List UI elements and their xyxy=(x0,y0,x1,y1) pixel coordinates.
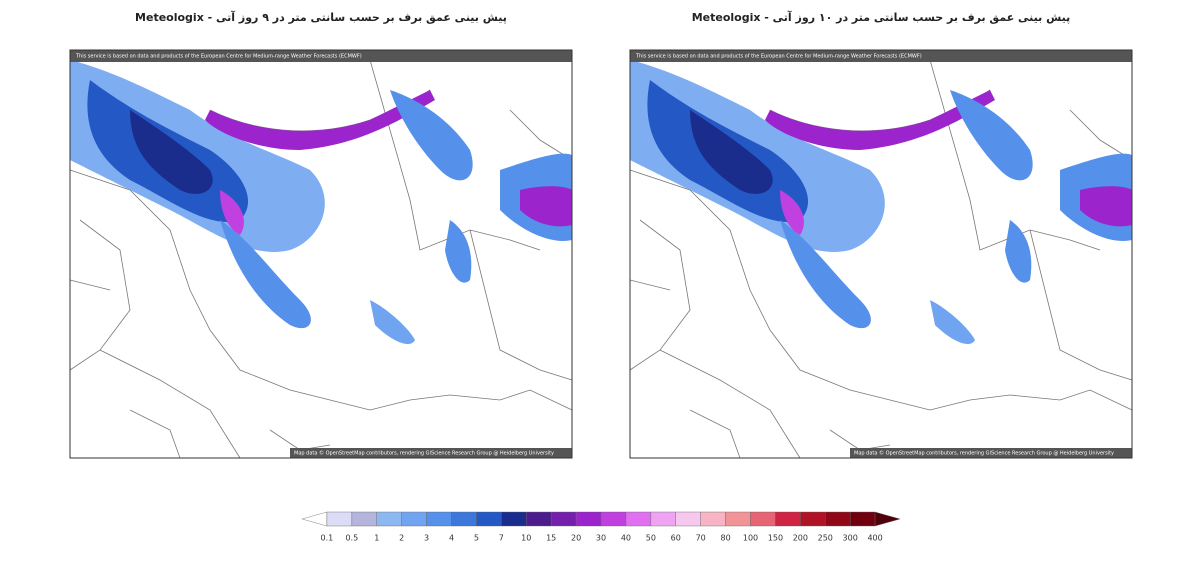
attribution: This service is based on data and produc… xyxy=(635,54,922,60)
color-swatch xyxy=(501,511,527,527)
color-swatch xyxy=(550,511,577,527)
colorbar-label: 15 xyxy=(546,534,556,543)
color-swatch xyxy=(874,511,901,527)
colorbar-label: 80 xyxy=(720,534,730,543)
colorbar-label: 10 xyxy=(521,534,531,543)
map-image xyxy=(70,50,572,458)
map-title: پیش بینی عمق برف بر حسب سانتی متر در ۹ ر… xyxy=(135,10,507,24)
map-panel: پیش بینی عمق برف بر حسب سانتی متر در ۹ ر… xyxy=(70,10,572,458)
color-swatch xyxy=(426,511,452,527)
colorbar-label: 7 xyxy=(499,534,504,543)
color-swatch xyxy=(401,511,427,527)
attribution: Map data © OpenStreetMap contributors, r… xyxy=(294,450,554,457)
colorbar-label: 250 xyxy=(818,534,833,543)
colorbar-label: 5 xyxy=(474,534,479,543)
colorbar-label: 0.5 xyxy=(345,534,358,543)
colorbar-label: 50 xyxy=(646,534,656,543)
attribution: This service is based on data and produc… xyxy=(75,54,362,60)
color-swatch xyxy=(775,511,801,527)
color-swatch xyxy=(451,511,477,527)
map-title: پیش بینی عمق برف بر حسب سانتی متر در ۱۰ … xyxy=(692,10,1071,24)
colorbar-label: 100 xyxy=(743,534,758,543)
color-swatch xyxy=(650,511,676,527)
colorbar-label: 0.1 xyxy=(321,534,334,543)
colorbar-label: 2 xyxy=(399,534,404,543)
colorbar-label: 30 xyxy=(596,534,606,543)
color-swatch xyxy=(301,511,328,527)
color-swatch xyxy=(600,511,627,527)
color-swatch xyxy=(849,511,876,527)
color-swatch xyxy=(675,511,701,527)
colorbar-label: 3 xyxy=(424,534,429,543)
colorbar-label: 1 xyxy=(374,534,379,543)
maps: پیش بینی عمق برف بر حسب سانتی متر در ۹ ر… xyxy=(70,10,1132,458)
color-swatch xyxy=(725,511,751,527)
colorbar-label: 150 xyxy=(768,534,783,543)
color-swatch xyxy=(700,511,726,527)
color-swatch xyxy=(476,511,502,527)
color-swatch xyxy=(526,511,552,527)
map-image xyxy=(630,50,1132,458)
map-panel: پیش بینی عمق برف بر حسب سانتی متر در ۱۰ … xyxy=(630,10,1132,458)
attribution: Map data © OpenStreetMap contributors, r… xyxy=(854,450,1114,457)
color-swatch xyxy=(800,511,826,527)
colorbar-label: 4 xyxy=(449,534,454,543)
color-swatch xyxy=(376,511,402,527)
colorbar-label: 70 xyxy=(696,534,706,543)
color-swatch xyxy=(575,511,602,527)
color-swatch xyxy=(625,511,652,527)
colorbar-label: 20 xyxy=(571,534,581,543)
colorbar-label: 400 xyxy=(867,534,882,543)
color-swatch xyxy=(326,511,353,527)
colorbar-label: 200 xyxy=(793,534,808,543)
colorbar: 0.1 0.5 1 2 3 4 5 7 10 15 20 30 40 50 60 70 80 100 150 200 2… xyxy=(301,511,901,543)
color-swatch xyxy=(351,511,377,527)
colorbar-label: 40 xyxy=(621,534,631,543)
color-swatch xyxy=(825,511,851,527)
colorbar-label: 300 xyxy=(843,534,858,543)
colorbar-label: 60 xyxy=(671,534,681,543)
color-swatch xyxy=(750,511,776,527)
